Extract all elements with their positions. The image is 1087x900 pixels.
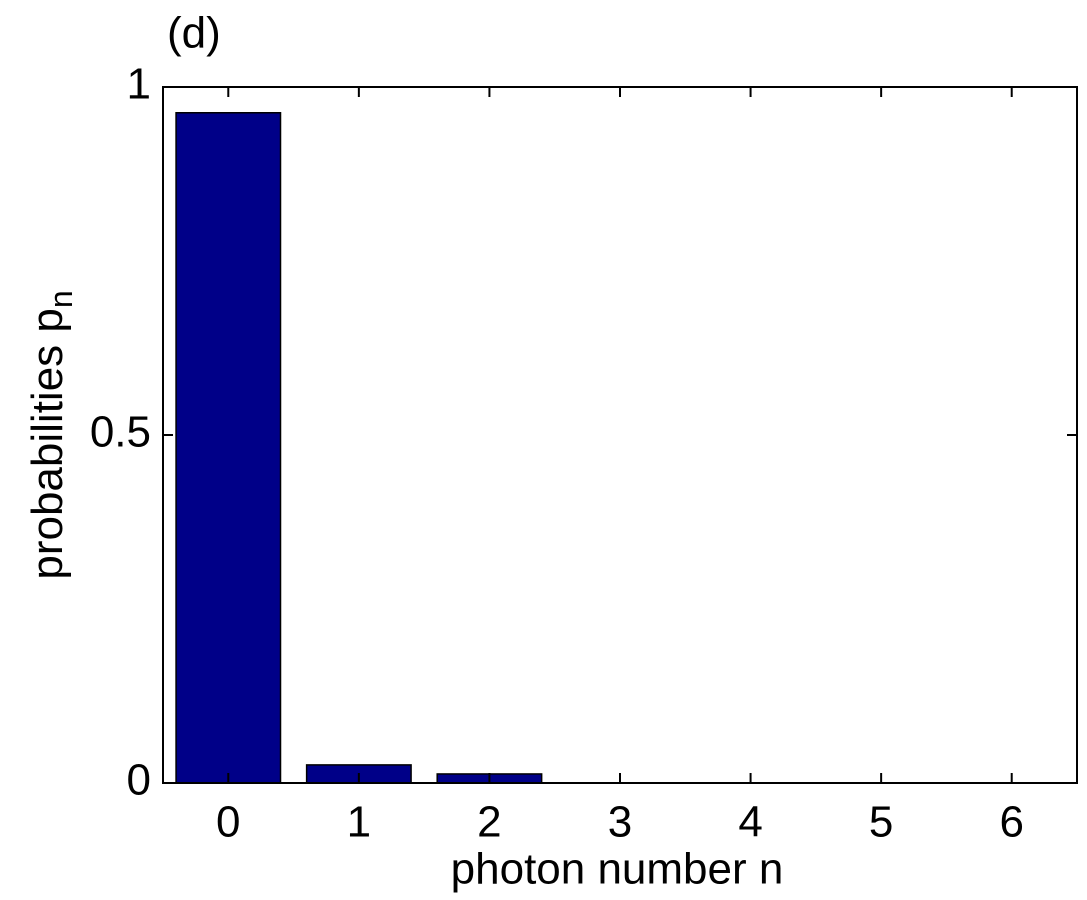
x-tick-label: 3 <box>608 798 632 847</box>
y-tick-label: 1 <box>127 60 151 109</box>
bar <box>175 112 282 784</box>
y-axis-label: probabilities pn <box>23 290 80 579</box>
panel-label: (d) <box>167 9 221 58</box>
x-tick-label: 5 <box>869 798 893 847</box>
y-axis-label-main: probabilities p <box>23 308 72 580</box>
y-axis-label-subscript: n <box>43 290 79 308</box>
x-tick-label: 4 <box>738 798 762 847</box>
x-tick-label: 0 <box>216 798 240 847</box>
y-tick-label: 0.5 <box>90 408 151 457</box>
x-tick-label: 2 <box>477 798 501 847</box>
plot-frame <box>162 86 1078 784</box>
y-tick-label: 0 <box>127 756 151 805</box>
x-tick-label: 6 <box>999 798 1023 847</box>
x-tick-label: 1 <box>347 798 371 847</box>
x-axis-label: photon number n <box>451 845 784 894</box>
